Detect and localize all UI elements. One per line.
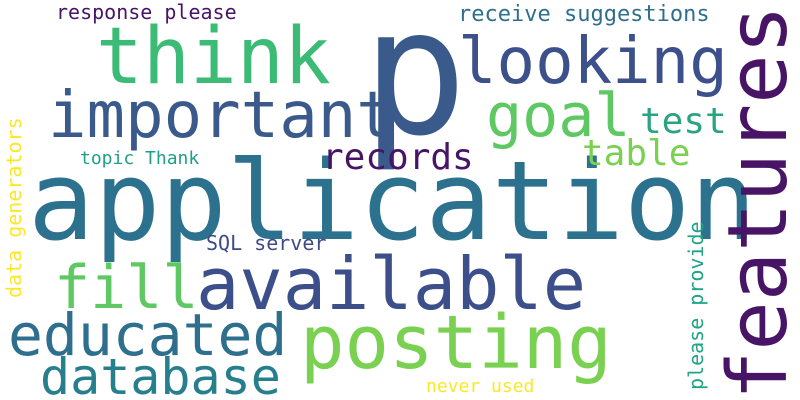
word-never-used: never used — [426, 376, 535, 397]
word-response-please: response please — [56, 0, 237, 24]
word-looking: looking — [458, 25, 728, 99]
word-receive-suggestions: receive suggestions — [458, 2, 710, 27]
word-p: p — [362, 0, 468, 175]
word-records: records — [322, 137, 474, 178]
word-please-provide: please provide — [684, 221, 708, 390]
word-think: think — [96, 12, 331, 102]
word-available: available — [196, 242, 587, 326]
word-sql-server: SQL server — [206, 231, 327, 255]
word-goal: goal — [486, 81, 631, 151]
word-table: table — [582, 133, 691, 174]
word-database: database — [40, 348, 281, 400]
word-test: test — [640, 101, 727, 142]
word-educated: educated — [8, 301, 288, 369]
word-fill: fill — [54, 253, 199, 323]
word-application: application — [28, 137, 757, 265]
word-posting: posting — [300, 300, 612, 386]
word-topic-thank: topic Thank — [80, 148, 200, 169]
word-important: important — [48, 79, 395, 153]
word-data-generators: data generators — [2, 117, 26, 298]
word-features: features — [711, 5, 800, 400]
